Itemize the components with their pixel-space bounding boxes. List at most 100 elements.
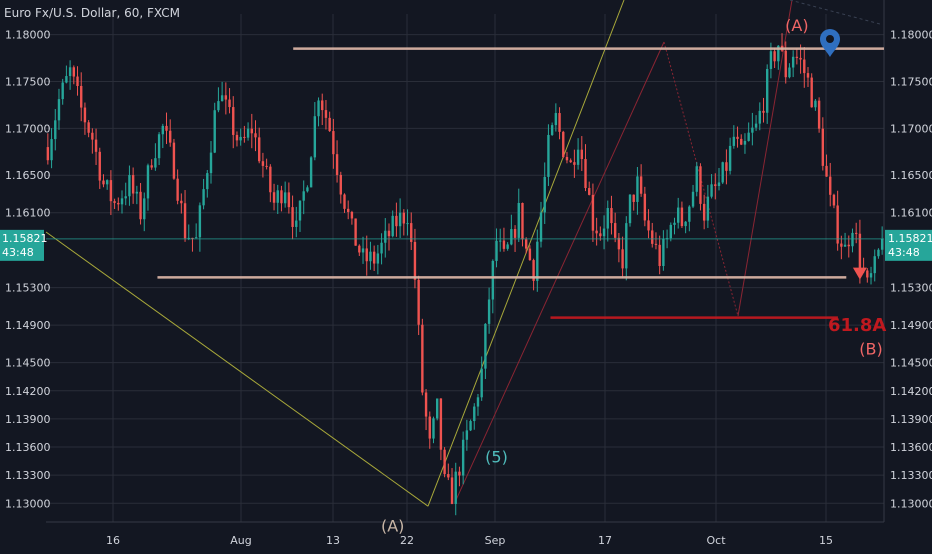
- candle-body: [194, 237, 198, 239]
- candle-body: [484, 323, 487, 369]
- candle-body: [506, 244, 509, 249]
- y-tick-label-right: 1.13900: [890, 413, 932, 426]
- y-tick-label-right: 1.16500: [890, 169, 932, 182]
- candle-body: [754, 123, 758, 128]
- candle-body: [306, 187, 309, 192]
- candle-body: [576, 149, 580, 165]
- candle-body: [873, 256, 876, 274]
- wave-labels: (A)(B)(5)(A)(4)61.8A: [381, 16, 886, 536]
- candle-body: [632, 194, 635, 202]
- candle-body: [302, 191, 305, 201]
- candle-body: [335, 154, 339, 175]
- x-tick-label: Sep: [485, 534, 506, 547]
- candle-body: [684, 221, 687, 227]
- candle-body: [61, 82, 64, 100]
- candle-body: [150, 165, 153, 168]
- candle-body: [131, 175, 135, 194]
- candle-body: [717, 182, 721, 187]
- candle-body: [228, 99, 231, 108]
- candle-body: [513, 229, 517, 238]
- candle-body: [298, 200, 302, 221]
- candle-body: [751, 127, 754, 133]
- candle-body: [510, 229, 513, 245]
- candle-body: [714, 184, 717, 187]
- candle-body: [836, 205, 839, 244]
- candle-body: [743, 140, 747, 145]
- candle-body: [224, 95, 228, 100]
- candle-body: [428, 416, 431, 439]
- countdown-label: 43:48: [888, 246, 920, 259]
- candle-body: [491, 260, 495, 300]
- candle-body: [591, 194, 595, 231]
- alert-marker-icon[interactable]: [820, 29, 840, 57]
- y-tick-label-right: 1.17000: [890, 122, 932, 135]
- candle-body: [332, 131, 335, 155]
- y-tick-label-left: 1.15300: [5, 282, 51, 295]
- candle-body: [94, 139, 98, 152]
- candle-body: [636, 176, 639, 202]
- y-tick-label-right: 1.17500: [890, 75, 932, 88]
- map-pin-hole: [826, 35, 834, 43]
- candle-body: [599, 233, 602, 237]
- candle-body: [473, 406, 476, 422]
- candle-body: [617, 237, 621, 250]
- x-tick-label: Oct: [706, 534, 726, 547]
- x-tick-label: Aug: [230, 534, 251, 547]
- candle-body: [688, 206, 691, 222]
- candle-body: [487, 299, 491, 324]
- candle-body: [217, 101, 220, 111]
- candle-body: [536, 241, 539, 281]
- wave-label: (5): [485, 447, 508, 466]
- candle-body: [83, 107, 87, 123]
- wave-label: 61.8A: [828, 315, 886, 336]
- candle-body: [550, 125, 554, 135]
- candle-body: [447, 474, 450, 478]
- candle-body: [261, 161, 265, 166]
- candle-body: [829, 176, 832, 195]
- candle-body: [832, 194, 836, 206]
- candle-body: [128, 175, 131, 197]
- candle-body: [736, 136, 739, 139]
- y-tick-label-left: 1.17000: [5, 122, 51, 135]
- candle-body: [372, 251, 376, 264]
- candle-body: [806, 73, 810, 78]
- candle-body: [98, 151, 101, 181]
- candle-body: [361, 248, 365, 253]
- candle-body: [124, 196, 127, 199]
- candle-body: [250, 128, 253, 134]
- symbol-title[interactable]: Euro Fx/U.S. Dollar, 60, FXCM: [4, 6, 180, 20]
- candle-body: [220, 95, 224, 102]
- candle-body: [569, 160, 572, 163]
- candle-body: [139, 191, 142, 220]
- candle-body: [795, 56, 799, 58]
- candle-body: [291, 207, 294, 227]
- sell-arrow-icon: [852, 267, 867, 280]
- candle-body: [450, 477, 454, 504]
- candle-body: [206, 173, 209, 190]
- candle-body: [458, 471, 461, 476]
- candle-body: [758, 110, 761, 124]
- candle-body: [554, 113, 558, 126]
- price-axis[interactable]: 1.18000 1.18000 1.17500 1.17500 1.17000 1.170…: [5, 29, 932, 511]
- candle-body: [346, 208, 350, 212]
- candle-body: [580, 149, 584, 160]
- candle-body: [769, 51, 773, 69]
- y-tick-label-right: 1.13600: [890, 441, 932, 454]
- candle-body: [495, 240, 498, 261]
- candle-body: [532, 260, 535, 281]
- candle-body: [283, 192, 287, 204]
- time-axis[interactable]: 16 Aug 13 22 Sep 17 Oct 15: [106, 534, 833, 547]
- candle-body: [654, 243, 658, 245]
- candle-body: [417, 279, 420, 325]
- candle-body: [639, 176, 643, 194]
- wave-label: (B): [859, 340, 882, 359]
- candle-body: [825, 165, 828, 177]
- candle-body: [343, 194, 346, 209]
- x-tick-label: 17: [598, 534, 612, 547]
- candle-body: [317, 100, 320, 117]
- candle-body: [821, 128, 825, 166]
- candle-body: [176, 178, 179, 201]
- price-tag-left: [0, 229, 44, 261]
- candle-body: [721, 162, 724, 183]
